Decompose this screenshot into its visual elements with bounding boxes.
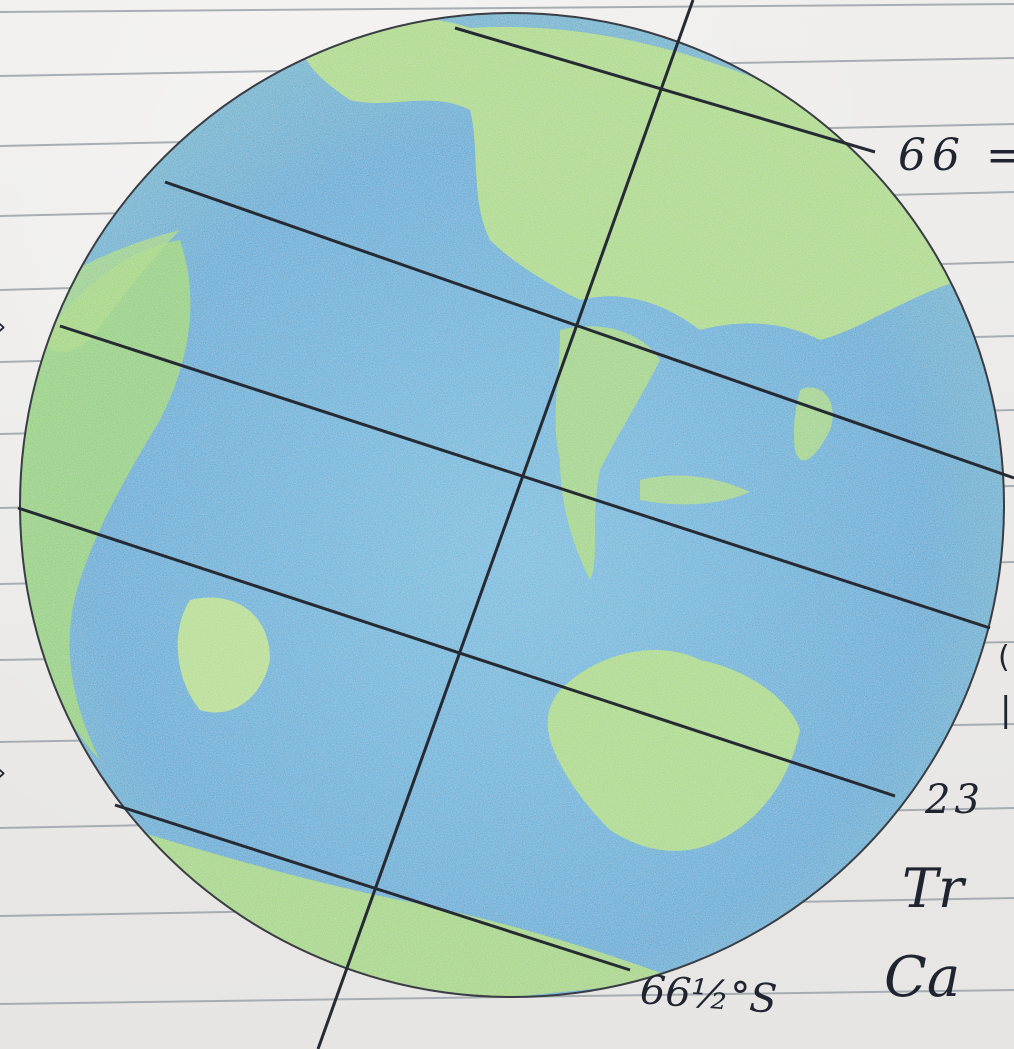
landmass-west-edge bbox=[30, 230, 180, 352]
tropic-of-capricorn-line bbox=[17, 506, 896, 798]
landmass-india bbox=[555, 326, 660, 580]
left-edge-mark-2: › bbox=[0, 758, 6, 788]
antarctic-circle-label: 66½°S bbox=[638, 967, 779, 1023]
tropic-degrees-label: 23 bbox=[925, 777, 984, 823]
landmass-australia bbox=[547, 650, 800, 851]
landmass-africa bbox=[20, 240, 191, 760]
equator-line bbox=[59, 324, 991, 630]
tropic-of-cancer-line bbox=[164, 180, 1014, 480]
landmass-islands bbox=[640, 475, 750, 505]
earth-axis-line bbox=[316, 0, 695, 1049]
globe-outline bbox=[19, 12, 1005, 998]
left-edge-mark: › bbox=[0, 312, 6, 342]
latitude-lines bbox=[17, 26, 1014, 972]
right-edge-mark: ( bbox=[998, 640, 1010, 675]
tropic-word-label: Tr bbox=[902, 857, 964, 920]
capricorn-word-label: Ca bbox=[884, 945, 961, 1010]
landmass-madagascar bbox=[177, 597, 270, 713]
right-edge-mark-2: | bbox=[1000, 690, 1012, 730]
arctic-circle-label: 66 = bbox=[898, 130, 1014, 181]
antarctic-circle-line bbox=[114, 803, 631, 972]
arctic-circle-line bbox=[454, 26, 876, 154]
